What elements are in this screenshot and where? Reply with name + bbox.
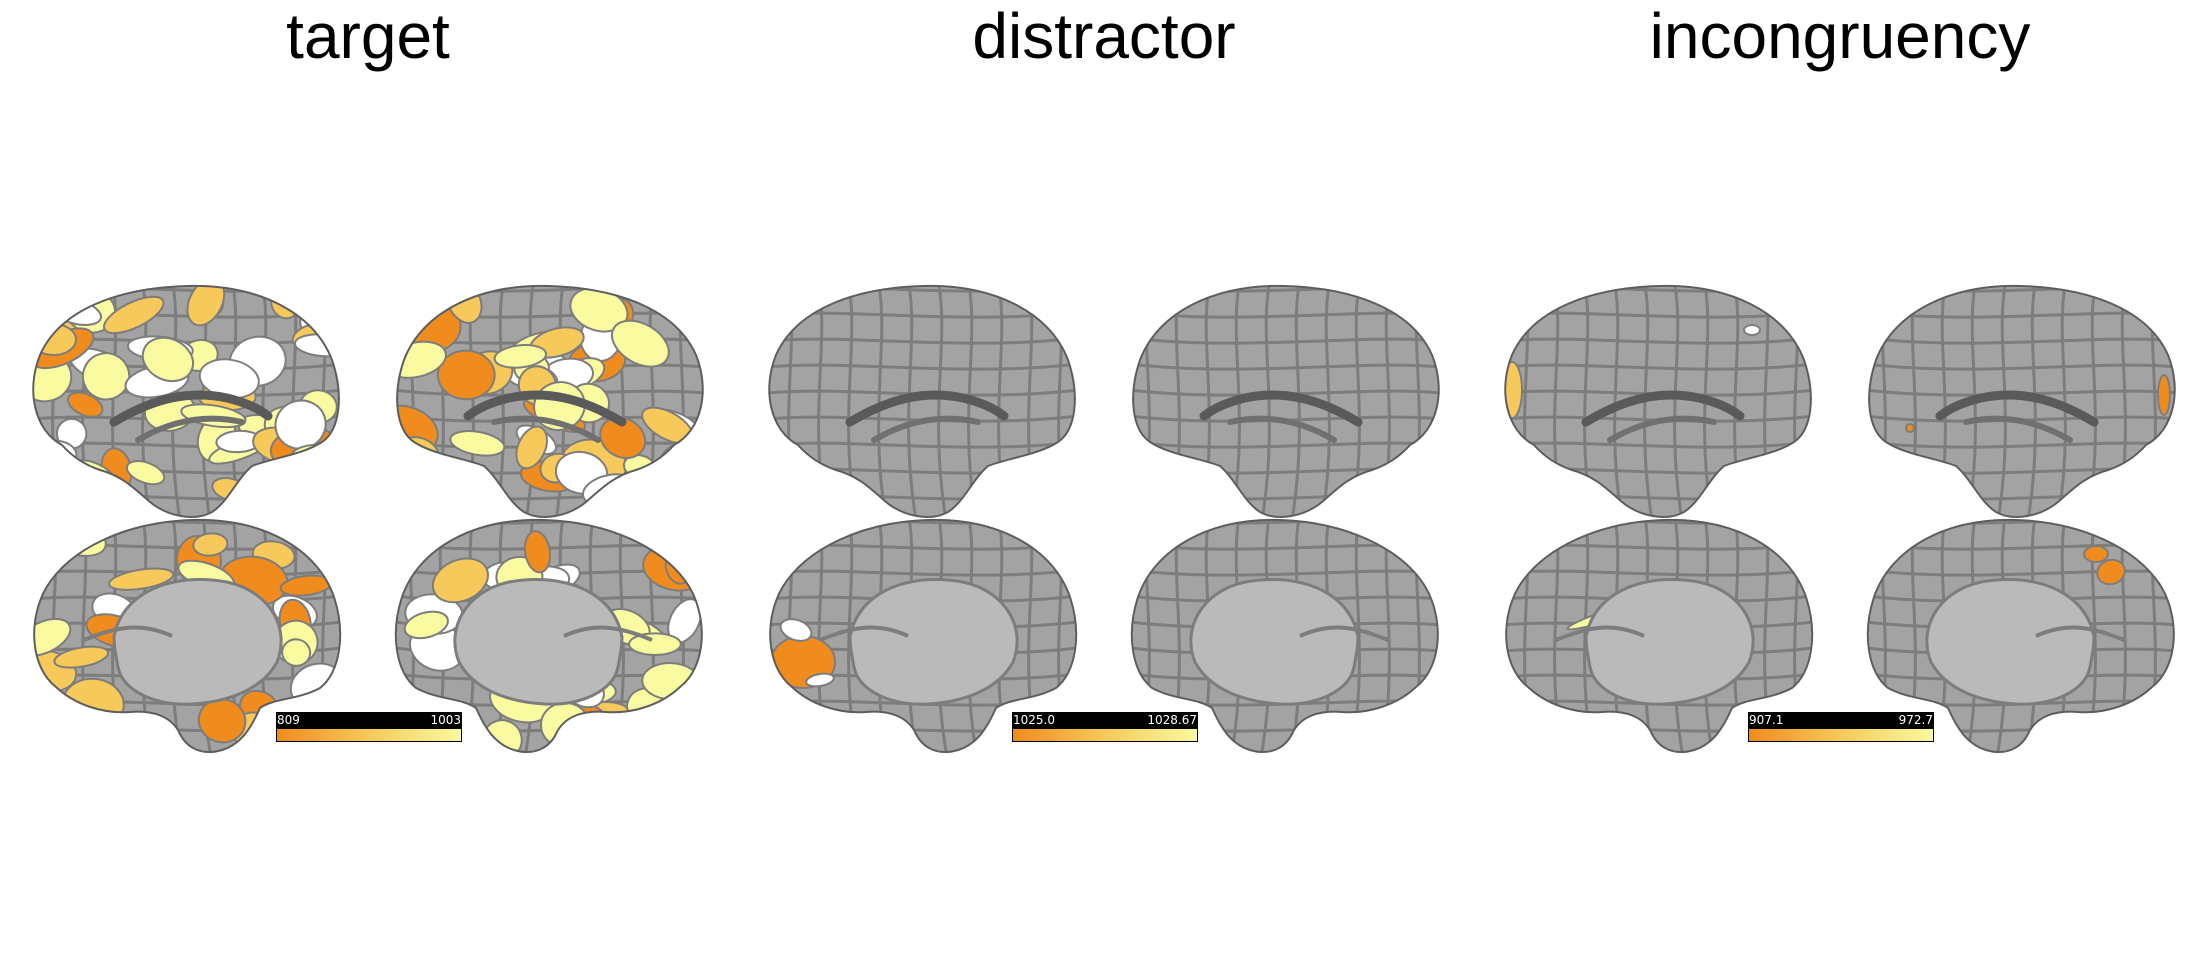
colorbar-label-strip — [276, 712, 462, 728]
brain-surfaces — [768, 284, 1440, 753]
colorbar-max-label: 1003 — [430, 713, 461, 727]
panel-distractor: distractor 1025.0 1028.67 — [736, 0, 1472, 960]
panel-title: target — [286, 0, 450, 72]
colorbar-max-label: 972.7 — [1898, 713, 1933, 727]
colorbar-label-strip — [1012, 712, 1198, 728]
colorbar-gradient — [1748, 728, 1934, 742]
colorbar-label-strip — [1748, 712, 1934, 728]
brain-surfaces — [1504, 284, 2176, 753]
panel-title: distractor — [972, 0, 1236, 72]
panel-target: target 809 1003 — [0, 0, 736, 960]
colorbar: 907.1 972.7 — [1748, 712, 1934, 744]
panel-incongruency: incongruency 907.1 972.7 — [1472, 0, 2208, 960]
colorbar: 809 1003 — [276, 712, 462, 744]
brain-surfaces — [32, 284, 704, 753]
colorbar-min-label: 907.1 — [1749, 713, 1784, 727]
colorbar-min-label: 809 — [277, 713, 300, 727]
colorbar-min-label: 1025.0 — [1013, 713, 1055, 727]
colorbar-gradient — [1012, 728, 1198, 742]
panel-title: incongruency — [1649, 0, 2031, 72]
colorbar: 1025.0 1028.67 — [1012, 712, 1198, 744]
colorbar-gradient — [276, 728, 462, 742]
colorbar-max-label: 1028.67 — [1147, 713, 1197, 727]
